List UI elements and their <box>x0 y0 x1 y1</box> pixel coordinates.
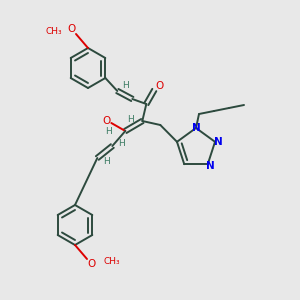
Text: O: O <box>67 24 75 34</box>
Text: O: O <box>155 81 164 91</box>
Text: O: O <box>88 259 96 269</box>
Text: CH₃: CH₃ <box>103 256 120 266</box>
Text: H: H <box>103 157 110 166</box>
Text: H: H <box>127 115 134 124</box>
Text: O: O <box>102 116 110 126</box>
Text: H: H <box>105 127 112 136</box>
Text: N: N <box>214 137 222 147</box>
Text: N: N <box>192 123 200 133</box>
Text: H: H <box>118 139 125 148</box>
Text: H: H <box>122 80 129 89</box>
Text: CH₃: CH₃ <box>45 28 62 37</box>
Text: N: N <box>206 161 215 171</box>
